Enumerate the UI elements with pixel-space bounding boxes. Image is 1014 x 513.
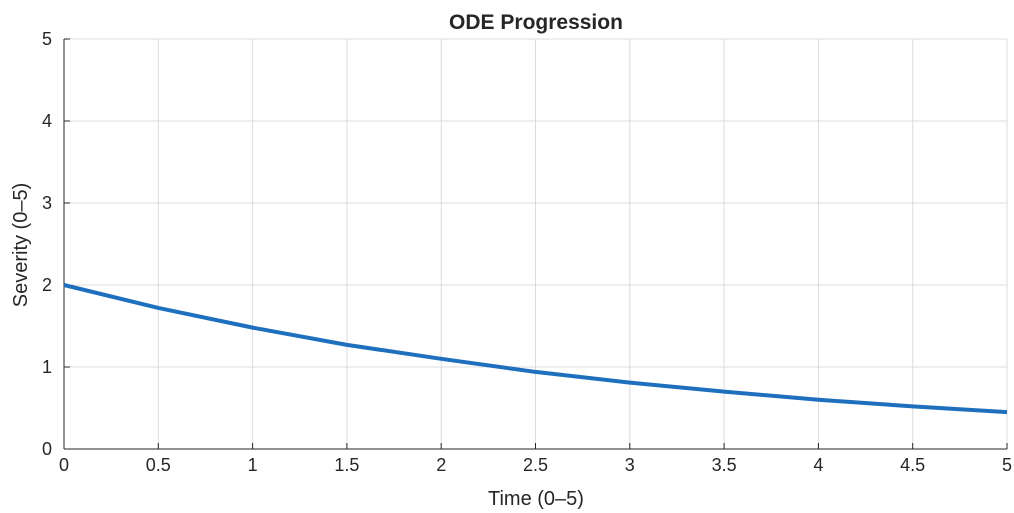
axes <box>63 38 1008 450</box>
x-tick-label: 2.5 <box>523 455 548 475</box>
x-tick-label: 3 <box>625 455 635 475</box>
y-axis-label: Severity (0–5) <box>10 183 32 308</box>
x-tick-label: 4 <box>813 455 823 475</box>
tick-labels: 0 0.5 1 1.5 2 2.5 3 3.5 4 4.5 5 0 1 2 3 4 5 <box>42 29 1012 475</box>
x-axis-label: Time (0–5) <box>488 488 584 510</box>
grid <box>63 38 1008 450</box>
series-line-0 <box>63 283 1008 415</box>
x-tick-label: 1 <box>248 455 258 475</box>
x-tick-label: 5 <box>1002 455 1012 475</box>
x-tick-label: 0 <box>59 455 69 475</box>
y-tick-label: 2 <box>42 275 52 295</box>
x-tick-label: 0.5 <box>146 455 171 475</box>
y-tick-label: 1 <box>42 357 52 377</box>
series-layer <box>63 283 1008 415</box>
y-tick-label: 4 <box>42 111 52 131</box>
chart-title: ODE Progression <box>449 11 623 34</box>
y-tick-label: 0 <box>42 439 52 459</box>
x-tick-label: 2 <box>436 455 446 475</box>
x-tick-label: 3.5 <box>712 455 737 475</box>
y-tick-label: 5 <box>42 29 52 49</box>
x-tick-label: 1.5 <box>334 455 359 475</box>
y-tick-label: 3 <box>42 193 52 213</box>
x-tick-label: 4.5 <box>900 455 925 475</box>
